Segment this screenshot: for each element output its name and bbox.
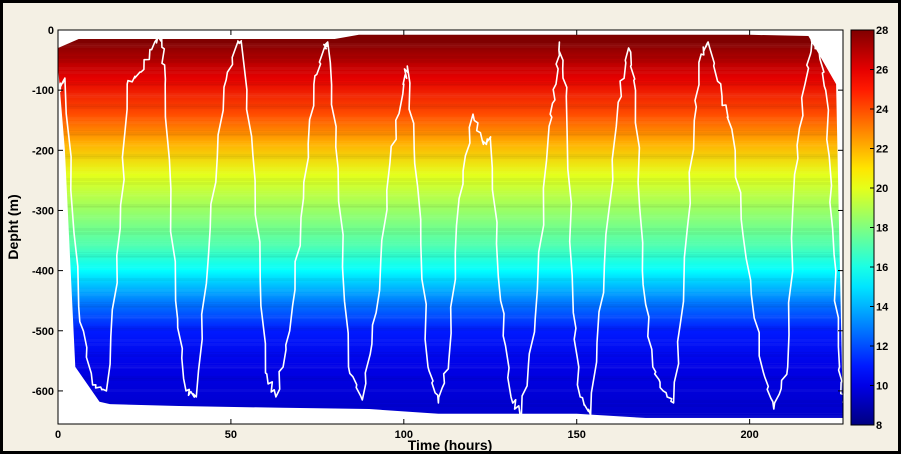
heatmap-striation: [58, 228, 843, 230]
colorbar-tick-label: 18: [876, 223, 888, 235]
heatmap-striation: [58, 363, 843, 364]
y-tick-label: -500: [32, 326, 54, 338]
heatmap-striation: [58, 117, 843, 119]
heatmap-striation: [58, 391, 843, 392]
y-tick-label: -100: [32, 85, 54, 97]
heatmap-striation: [58, 354, 843, 357]
heatmap-striation: [58, 180, 843, 181]
x-axis-label: Time (hours): [408, 437, 493, 453]
heatmap-striation: [58, 400, 843, 402]
x-tick-label: 200: [740, 429, 758, 441]
heatmap-striation: [58, 195, 843, 197]
series-line: [57, 33, 845, 416]
y-axis-ticks: 0 -100 -200 -300 -400 -500 -600: [32, 25, 843, 398]
series-layer: [57, 33, 845, 416]
colorbar-tick-label: 8: [876, 420, 882, 432]
colorbar-ticks: 8 10 12 14 16 18 20 22 24 26 28: [870, 25, 889, 432]
x-axis-ticks: 0 50 100 150 200: [55, 30, 759, 441]
heatmap-striation: [58, 182, 843, 185]
heatmap-striation: [58, 71, 843, 74]
temperature-heatmap: [58, 34, 843, 419]
colorbar-tick-label: 26: [876, 65, 888, 77]
heatmap-striation: [58, 169, 843, 170]
heatmap-striation: [58, 60, 843, 63]
heatmap-striation: [58, 352, 843, 353]
heatmap-striation: [58, 141, 843, 142]
heatmap-striation: [58, 241, 843, 242]
y-tick-label: -600: [32, 386, 54, 398]
x-tick-label: 0: [55, 429, 61, 441]
heatmap-striation: [58, 80, 843, 81]
heatmap-striation: [58, 119, 843, 120]
heatmap-striation: [58, 45, 843, 47]
heatmap-striation: [58, 95, 843, 97]
heatmap-striation: [58, 217, 843, 219]
heatmap-striation: [58, 47, 843, 48]
heatmap-striation: [58, 219, 843, 220]
colorbar-tick-label: 16: [876, 262, 888, 274]
heatmap-striation: [58, 380, 843, 381]
heatmap-striation: [58, 106, 843, 108]
heatmap-striation: [58, 256, 843, 258]
heatmap-striation: [58, 97, 843, 98]
heatmap-striation: [58, 171, 843, 174]
heatmap-striation: [58, 389, 843, 391]
heatmap-striation: [58, 56, 843, 58]
heatmap-striation: [58, 402, 843, 403]
heatmap-striation: [58, 158, 843, 159]
heatmap-striation: [58, 367, 843, 369]
y-axis-label: Depht (m): [5, 194, 21, 259]
heatmap-striation: [58, 191, 843, 192]
heatmap-striation: [58, 108, 843, 109]
colorbar-tick-label: 24: [876, 104, 889, 116]
y-tick-label: -200: [32, 145, 54, 157]
heatmap-striation: [58, 167, 843, 169]
heatmap-striation: [58, 378, 843, 380]
heatmap-striation: [58, 206, 843, 208]
heatmap-striation: [58, 230, 843, 231]
colorbar-tick-label: 20: [876, 183, 888, 195]
colorbar-tick-label: 14: [876, 302, 889, 314]
y-tick-label: 0: [48, 25, 54, 37]
heatmap-striation: [58, 84, 843, 86]
heatmap-striation: [58, 156, 843, 158]
heatmap-striation: [58, 134, 843, 136]
heatmap-striation: [58, 67, 843, 69]
heatmap-striation: [58, 232, 843, 235]
heatmap-striation: [58, 121, 843, 124]
heatmap-striation: [58, 145, 843, 147]
x-tick-label: 50: [225, 429, 237, 441]
colorbar-tick-label: 22: [876, 144, 888, 156]
plot-frame: [57, 29, 844, 425]
colorbar-tick-label: 10: [876, 381, 888, 393]
heatmap-striation: [58, 243, 843, 246]
heatmap-striation: [58, 58, 843, 59]
y-tick-label: -300: [32, 205, 54, 217]
heatmap-striation: [58, 252, 843, 253]
heatmap-striation: [58, 178, 843, 180]
heatmap-striation: [58, 130, 843, 131]
colorbar-tick-label: 12: [876, 341, 888, 353]
y-tick-label: -400: [32, 266, 54, 278]
heatmap-striation: [58, 69, 843, 70]
x-tick-label: 100: [395, 429, 413, 441]
x-tick-label: 150: [568, 429, 586, 441]
colorbar-tick-label: 28: [876, 25, 888, 37]
